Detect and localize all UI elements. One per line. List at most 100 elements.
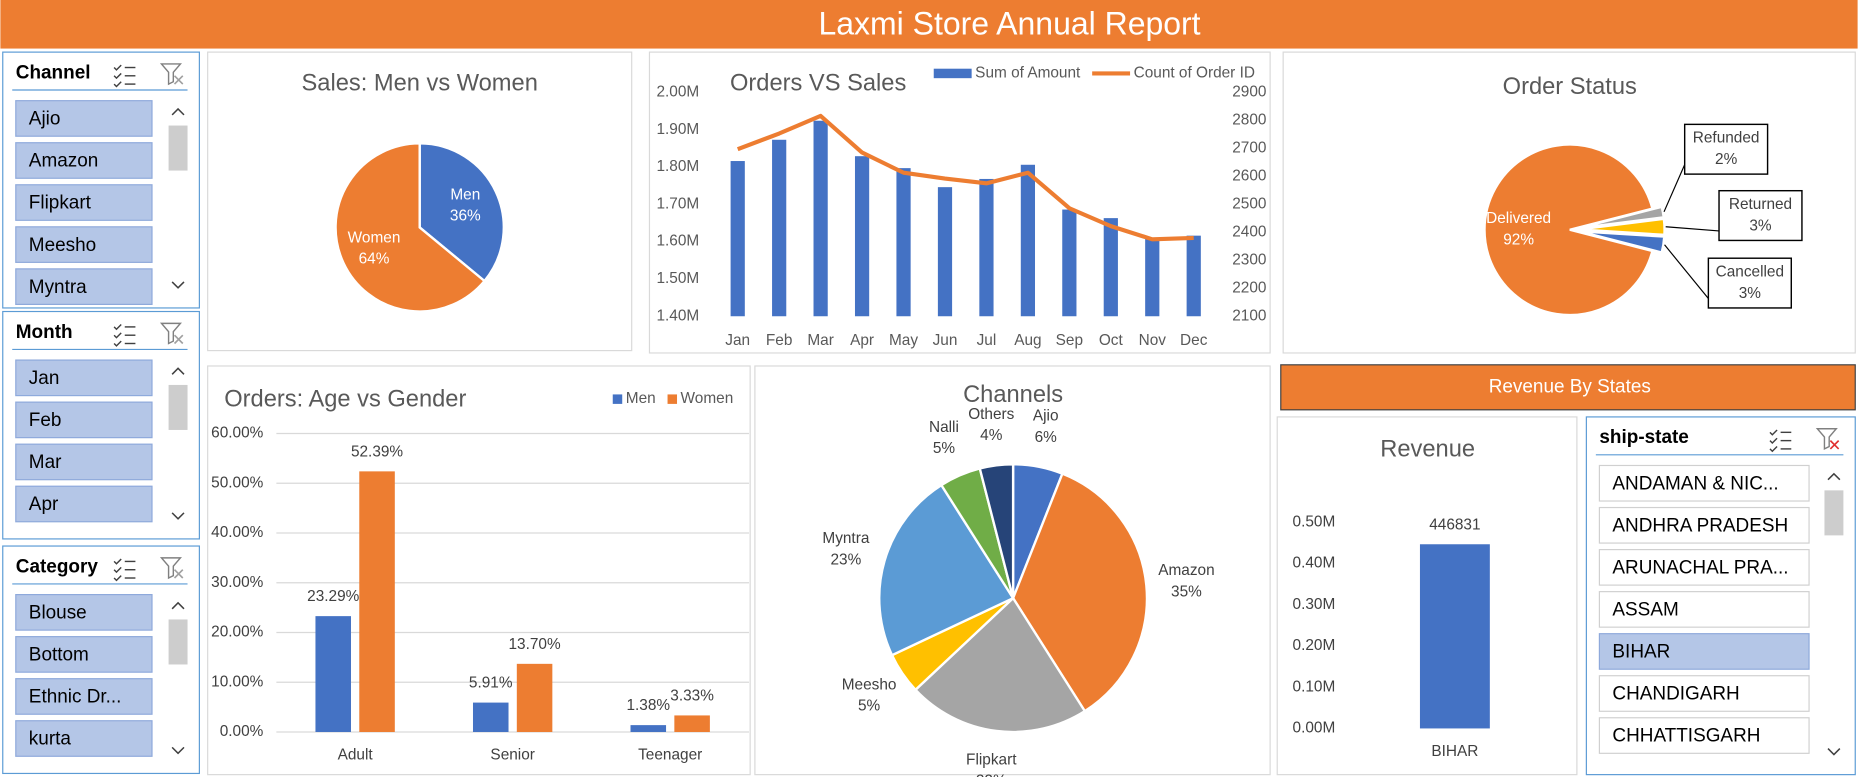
slicer-item[interactable]: Amazon [15,142,153,179]
slicer-item[interactable]: ARUNACHAL PRA... [1598,548,1810,586]
y-tick-label: 20.00% [211,624,263,641]
slicer-item[interactable]: Jan [15,359,153,397]
x-tick-label: Aug [1014,332,1041,349]
scroll-down-button[interactable] [1827,748,1841,756]
slicer-item-label: Amazon [29,151,98,172]
slicer-item[interactable]: Bottom [15,636,153,673]
slicer-item-label: Myntra [29,277,87,298]
clear-filter-button[interactable] [159,322,184,345]
slicer-item[interactable]: Ajio [15,100,153,137]
slicer-item-box [15,401,153,439]
data-label: 64% [359,251,390,268]
scroll-thumb[interactable] [168,125,188,171]
slicer-item-box [1598,591,1810,628]
slicer-item[interactable]: Flipkart [15,184,153,221]
scroll-down-button[interactable] [171,281,185,289]
pie-slice [418,142,505,283]
scroll-up-button[interactable] [171,107,185,116]
chart-panel [648,51,1271,354]
bar [937,187,953,317]
data-label: 13.70% [508,636,560,653]
data-label: 5% [858,698,881,715]
scroll-thumb[interactable] [1824,490,1844,536]
slicer-title: Channel [16,62,91,83]
callout-line [1665,226,1720,232]
slicer-item-box [15,268,153,305]
slicer-item[interactable]: Blouse [15,594,153,631]
slicer-item[interactable]: CHANDIGARH [1598,675,1810,712]
x-tick-label: Jun [933,332,958,349]
slicer-item-box [1598,717,1810,754]
scroll-down-button[interactable] [171,512,185,520]
slicer-item-box [1598,675,1810,712]
title-bar [0,0,1858,49]
slicer-item[interactable]: Meesho [15,226,153,263]
slicer-item-box [15,184,153,221]
callout-box [1718,189,1803,242]
y-tick-label: 60.00% [211,425,263,442]
clear-filter-button[interactable] [159,63,184,86]
clear-filter-icon [159,322,182,345]
dashboard-title: Laxmi Store Annual Report [819,6,1201,42]
slicer-item[interactable]: kurta [15,720,153,757]
clear-filter-icon [173,334,184,345]
multi-select-button[interactable] [113,324,136,347]
slicer-item[interactable]: Ethnic Dr... [15,678,153,715]
clear-filter-icon [159,557,182,580]
bar [730,161,745,317]
slicer-item[interactable]: CHHATTISGARH [1598,717,1810,754]
y2-tick-label: 2800 [1232,111,1266,128]
scroll-up-button[interactable] [1827,472,1841,481]
bar [854,156,870,317]
slicer-item[interactable]: ANDHRA PRADESH [1598,506,1810,544]
legend-label: Sum of Amount [975,64,1081,81]
bar [516,663,553,732]
multi-select-button[interactable] [113,558,136,582]
legend-label: Women [681,390,734,407]
data-label: 36% [450,208,481,225]
chart-title: Orders: Age vs Gender [224,387,466,413]
slicer-item-box [1598,548,1810,586]
multi-select-icon [1769,429,1778,436]
slicer-item-label: CHANDIGARH [1612,684,1739,705]
pie-slice [1483,143,1654,317]
chart-title: Order Status [1503,74,1637,100]
clear-filter-icon [173,569,184,579]
scroll-up-button[interactable] [171,601,185,610]
data-label-category: Men [450,186,480,203]
y-tick-label: 0.00% [220,723,264,740]
multi-select-icon [113,324,122,331]
y2-tick-label: 2100 [1232,307,1266,324]
slicer-item[interactable]: BIHAR [1598,633,1810,670]
data-label-category: Myntra [822,530,869,547]
x-tick-label: Adult [338,747,374,764]
scroll-up-button[interactable] [171,367,185,375]
pie-slice [913,596,1087,734]
bar [1103,218,1118,317]
slicer-title: ship-state [1599,427,1688,448]
scroll-thumb[interactable] [168,619,188,665]
slicer-item[interactable]: Feb [15,401,153,439]
slicer-item[interactable]: Apr [15,485,153,523]
slicer-item-box [15,226,153,263]
scroll-thumb[interactable] [168,384,188,430]
y2-tick-label: 2400 [1232,223,1266,240]
data-label-category: Meesho [842,676,897,693]
x-tick-label: Dec [1180,332,1208,349]
slicer-item[interactable]: Mar [15,443,153,481]
slicer-item-box [15,100,153,137]
slicer-item-label: Ethnic Dr... [29,687,122,708]
clear-filter-button[interactable] [1815,428,1840,451]
slicer-item[interactable]: ASSAM [1598,591,1810,628]
slicer-item[interactable]: ANDAMAN & NIC... [1598,464,1810,502]
clear-filter-button[interactable] [159,557,184,580]
multi-select-button[interactable] [113,64,136,88]
legend-swatch [933,68,972,79]
slicer-item-box [1598,464,1810,502]
multi-select-button[interactable] [1769,429,1792,453]
pie-slice [1579,217,1666,237]
data-label: 23% [831,551,862,568]
slicer-item-box [15,142,153,179]
scroll-down-button[interactable] [171,746,185,755]
slicer-item[interactable]: Myntra [15,268,153,305]
